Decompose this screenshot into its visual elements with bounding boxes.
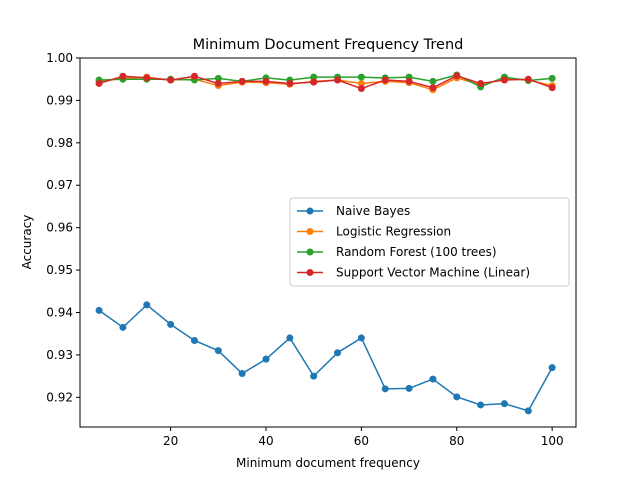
data-point xyxy=(453,393,461,401)
data-point xyxy=(310,73,318,81)
y-tick-label: 0.94 xyxy=(46,305,73,319)
x-tick-label: 20 xyxy=(163,434,178,448)
data-point xyxy=(477,79,485,87)
legend-item: Support Vector Machine (Linear) xyxy=(297,266,530,280)
data-point xyxy=(119,72,127,80)
data-point xyxy=(500,400,508,408)
data-point xyxy=(95,79,103,87)
data-point xyxy=(334,349,342,357)
legend-label: Support Vector Machine (Linear) xyxy=(336,266,530,280)
data-point xyxy=(334,76,342,84)
y-tick-label: 0.99 xyxy=(46,93,73,107)
data-point xyxy=(453,72,461,80)
x-axis-title: Minimum document frequency xyxy=(236,456,420,470)
legend-item: Logistic Regression xyxy=(297,225,451,239)
series-support-vector-machine-linear xyxy=(95,72,556,93)
plot-area-frame xyxy=(79,57,577,428)
data-point xyxy=(119,323,127,331)
data-point xyxy=(548,364,556,372)
legend: Naive Bayes Logistic Regression Random For… xyxy=(289,197,570,287)
legend-label: Logistic Regression xyxy=(336,225,451,239)
data-point xyxy=(167,320,175,328)
legend-label: Random Forest (100 trees) xyxy=(336,245,497,259)
x-tick-label: 60 xyxy=(354,434,369,448)
data-point xyxy=(357,79,365,87)
data-point xyxy=(548,84,556,92)
y-tick-label: 0.93 xyxy=(46,348,73,362)
legend-swatch-marker xyxy=(306,228,314,235)
data-point xyxy=(310,78,318,86)
x-tick-label: 80 xyxy=(449,434,464,448)
x-tick-label: 40 xyxy=(258,434,273,448)
legend-box xyxy=(289,197,570,287)
legend-label: Naive Bayes xyxy=(336,204,410,218)
y-tick-label: 0.98 xyxy=(46,136,73,150)
data-point xyxy=(429,375,437,383)
data-point xyxy=(190,72,198,80)
data-point xyxy=(143,74,151,82)
data-point xyxy=(524,407,532,415)
data-point xyxy=(214,79,222,87)
data-point xyxy=(286,334,294,342)
data-point xyxy=(381,76,389,84)
data-point xyxy=(357,73,365,81)
legend-swatch-marker xyxy=(306,269,314,276)
x-tick-label: 100 xyxy=(541,434,564,448)
data-point xyxy=(238,370,246,378)
data-point xyxy=(381,385,389,393)
y-tick-label: 0.92 xyxy=(46,390,73,404)
data-point xyxy=(429,77,437,85)
y-tick-label: 0.95 xyxy=(46,263,73,277)
y-tick-label: 0.97 xyxy=(46,178,73,192)
data-point xyxy=(429,84,437,92)
legend-swatch-marker xyxy=(306,248,314,256)
data-point xyxy=(262,77,270,85)
series-line xyxy=(98,303,553,412)
data-point xyxy=(548,74,556,82)
y-tick-label: 0.96 xyxy=(46,221,73,235)
y-tick-label: 1.00 xyxy=(46,51,73,65)
data-point xyxy=(405,77,413,85)
data-point xyxy=(143,301,151,309)
data-point xyxy=(477,401,485,409)
data-point xyxy=(214,74,222,82)
data-point xyxy=(357,334,365,342)
data-point xyxy=(167,76,175,84)
data-point xyxy=(214,347,222,355)
data-point xyxy=(95,306,103,314)
legend-swatch-marker xyxy=(306,207,314,215)
data-point xyxy=(524,75,532,83)
data-point xyxy=(500,76,508,84)
y-axis-title: Accuracy xyxy=(20,215,34,270)
data-point xyxy=(286,79,294,87)
data-point xyxy=(310,372,318,380)
chart-title: Minimum Document Frequency Trend xyxy=(193,37,464,53)
series-line xyxy=(98,75,553,90)
legend-item: Naive Bayes xyxy=(297,204,410,218)
data-point xyxy=(262,355,270,363)
data-point xyxy=(238,77,246,85)
data-point xyxy=(405,384,413,392)
legend-item: Random Forest (100 trees) xyxy=(297,245,497,259)
data-point xyxy=(190,336,198,344)
series-naive-bayes xyxy=(95,301,556,415)
data-point xyxy=(357,85,365,93)
